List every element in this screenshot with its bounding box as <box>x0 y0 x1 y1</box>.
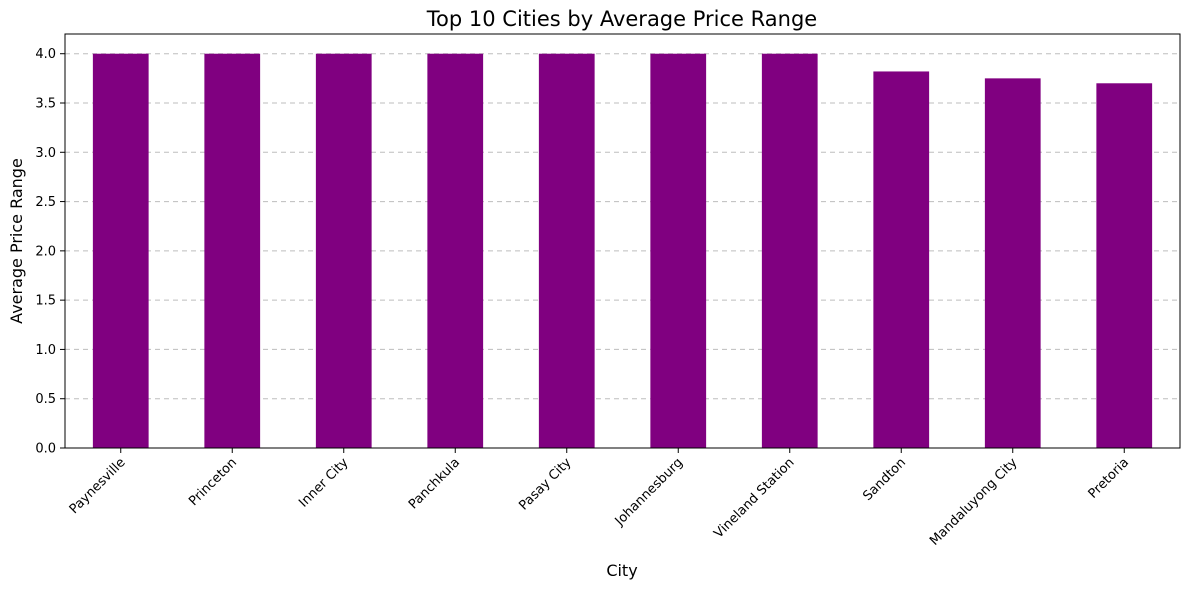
bar <box>427 53 484 448</box>
x-tick-label: Johannesburg <box>612 455 686 529</box>
y-tick-label: 1.0 <box>35 343 56 358</box>
bar <box>315 53 372 448</box>
bar <box>873 71 930 448</box>
bar <box>92 53 149 448</box>
bar <box>1096 83 1153 449</box>
y-tick-label: 1.5 <box>35 294 56 309</box>
y-axis-label: Average Price Range <box>7 158 26 324</box>
bar <box>761 53 818 448</box>
y-tick-label: 0.5 <box>35 392 56 407</box>
y-tick-label: 2.5 <box>35 195 56 210</box>
bar <box>984 78 1041 448</box>
bar <box>650 53 707 448</box>
x-tick-label: Panchkula <box>406 455 463 512</box>
x-tick-label: Vineland Station <box>711 455 797 541</box>
y-tick-label: 2.0 <box>35 244 56 259</box>
x-tick-label: Paynesville <box>67 455 129 517</box>
y-axis-ticks: 0.0 0.5 1.0 1.5 2.0 2.5 3.0 3.5 4.0 <box>35 47 65 457</box>
x-tick-label: Inner City <box>296 455 352 511</box>
x-axis-ticks: Paynesville Princeton Inner City Panchkula P… <box>67 448 1132 549</box>
chart-title: Top 10 Cities by Average Price Range <box>426 7 817 31</box>
y-tick-label: 4.0 <box>35 47 56 62</box>
y-tick-label: 0.0 <box>35 442 56 457</box>
y-tick-label: 3.5 <box>35 97 56 112</box>
bar <box>538 53 595 448</box>
x-tick-label: Princeton <box>186 455 240 509</box>
x-axis-label: City <box>606 561 637 580</box>
y-tick-label: 3.0 <box>35 146 56 161</box>
plot-frame <box>64 33 1181 449</box>
bar <box>204 53 261 448</box>
x-tick-label: Pretoria <box>1086 455 1132 501</box>
x-tick-label: Pasay City <box>516 455 574 513</box>
x-tick-label: Sandton <box>860 455 909 504</box>
bars <box>92 53 1153 449</box>
x-tick-label: Mandaluyong City <box>927 455 1021 549</box>
